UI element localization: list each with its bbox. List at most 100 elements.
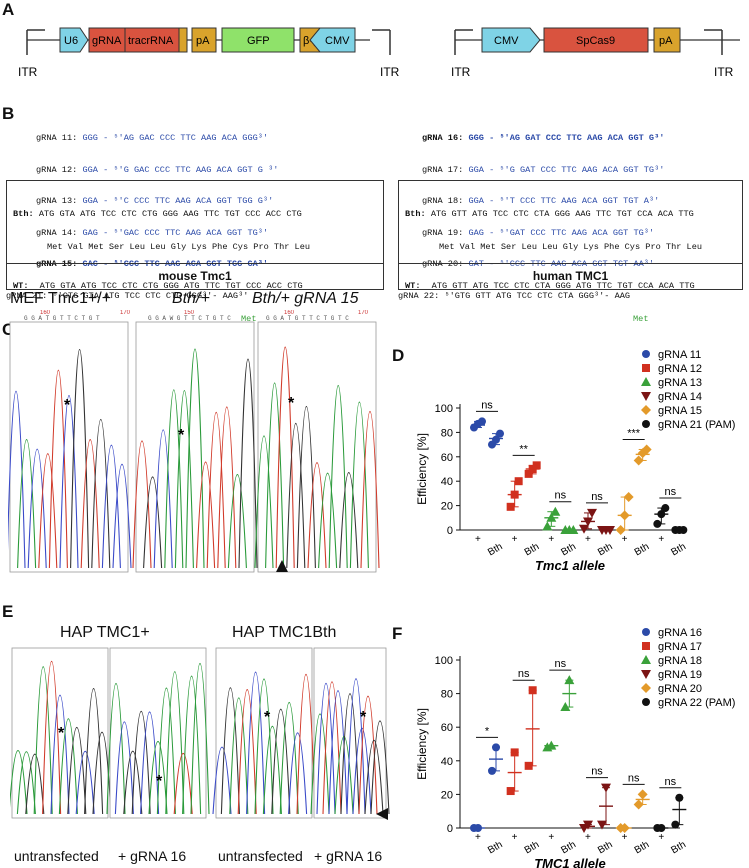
gfp-box [221, 27, 295, 53]
trace-peak [173, 753, 193, 815]
grna-seq: GGG - ⁵'AG GAT CCC TTC AAG ACA GGT G³' [468, 133, 665, 143]
grna-row: gRNA 14: GAG - ⁵'GAC CCC TTC AAG ACA GGT… [36, 228, 278, 239]
data-point [524, 469, 533, 478]
x-tick-label: Bth [486, 541, 505, 558]
y-tick-label: 60 [441, 722, 453, 734]
spacer-box [178, 27, 188, 53]
trace-peak [316, 683, 336, 815]
grna-label: gRNA 11: [36, 133, 78, 143]
wt-aa: Met [633, 314, 649, 324]
significance-label: ** [519, 443, 528, 455]
itr-right-icon [372, 29, 391, 55]
wt-seq: ATG GTT ATG TCC CTC CTA GGG ATG TTC TGT … [431, 281, 695, 291]
data-point [641, 405, 651, 415]
panel-letter-d: D [392, 346, 405, 365]
grna-row: gRNA 21: ⁵'GTG GTA ATG TCC CTC CTG GGG³'… [6, 291, 278, 302]
grna-row: gRNA 20: GAT - ⁵'CCC TTC AAG ACA GGT TGT… [422, 259, 664, 270]
construct-grna-gfp: ITR ITR U6 gRNA tracrRNA pA GFP β-gl int… [18, 27, 400, 79]
trace-peak [33, 666, 53, 815]
trace-peak [328, 385, 348, 569]
bth-seq: ATG GTT ATG TCC CTC CTA GGG AAG TTC TGT … [430, 209, 694, 219]
significance-label: ns [628, 772, 640, 784]
grna-seq: GAT - ⁵'CCC TTC AAG ACA GGT TGT AA³' [468, 259, 655, 269]
panel-d-chart: 0 20 40 60 80 100 Efficiency [%] Tmc1 allele ns +… [415, 349, 735, 573]
panel-letter-f: F [392, 624, 403, 643]
grna-row: gRNA 19: GAG - ⁵'GAT CCC TTC AAG ACA GGT… [422, 228, 664, 239]
grna-row: gRNA 17: GGA - ⁵'G GAT CCC TTC AAG ACA G… [422, 165, 664, 176]
grna-label: gRNA 16: [422, 133, 464, 143]
legend-label: gRNA 22 (PAM) [658, 697, 735, 709]
trace-peak [246, 671, 266, 815]
grna-label: gRNA 22: [398, 290, 440, 301]
trace-peak [339, 472, 359, 569]
panel-c-label-2: Bth/+ [172, 290, 210, 307]
grna-label: gRNA 14: [36, 227, 78, 238]
x-tick-label: Bth [633, 541, 652, 558]
legend-label: gRNA 17 [658, 641, 702, 653]
trace-peak [196, 461, 216, 569]
x-axis-label: TMC1 allele [534, 856, 606, 868]
cmv-label: CMV [325, 35, 350, 47]
cmv-promoter [481, 27, 541, 53]
data-point [623, 492, 634, 503]
trace-peak [114, 721, 134, 815]
trace-peak [123, 750, 143, 815]
data-point [514, 477, 523, 486]
construct-cas9: ITR ITR CMV SpCas9 pA [451, 27, 740, 79]
grna-row: gRNA 15: GAC - ⁵'CCC TTC AAG ACA GGT TGG… [36, 259, 278, 270]
human-grna-list: gRNA 16: GGG - ⁵'AG GAT CCC TTC AAG ACA … [398, 112, 664, 322]
y-tick-label: 40 [441, 756, 453, 768]
trace-peak [271, 708, 291, 815]
x-tick-label: + [512, 832, 518, 843]
grna-seq: GAG - ⁵'GAC CCC TTC AAG ACA GGT TG³' [82, 227, 269, 238]
trace-peak [352, 727, 372, 815]
trace-peak [370, 720, 390, 815]
trace-peak [296, 673, 316, 815]
position-label: 170 [358, 310, 369, 316]
grna-label: gRNA 20: [422, 259, 464, 269]
trace-peak [165, 671, 185, 815]
data-point [642, 350, 650, 358]
grna-box [88, 27, 126, 53]
grna-seq: ⁵'GTG GTA ATG TCC CTC CTG GGG³'- AAG³' [52, 290, 249, 301]
data-point [641, 377, 651, 386]
itr-label: ITR [714, 65, 734, 79]
significance-label: ns [665, 486, 677, 498]
data-point [641, 655, 651, 664]
trace-peak [156, 687, 176, 815]
pa-label: pA [659, 35, 673, 47]
significance-label: ns [555, 658, 567, 670]
seq-header: G G A T G T T C T G T C [266, 315, 349, 322]
x-tick-label: + [475, 534, 481, 545]
gfp-label: GFP [247, 35, 270, 47]
data-point [642, 628, 650, 636]
seq-header: G G A W G T T C T G T C [148, 315, 231, 322]
trace-peak [42, 661, 62, 815]
bth-label: Bth: [13, 209, 34, 219]
trace-peak [185, 348, 205, 569]
itr-label: ITR [18, 65, 38, 79]
panel-e-label-2: HAP TMC1Bth [232, 624, 337, 641]
panel-e-chromatograms: * * * * [10, 647, 390, 820]
trace-peak [220, 687, 240, 815]
asterisk-icon: * [64, 397, 71, 414]
spcas9-box [543, 27, 649, 53]
legend-label: gRNA 20 [658, 683, 702, 695]
grna-row: gRNA 16: GGG - ⁵'AG GAT CCC TTC AAG ACA … [422, 133, 664, 144]
data-point [661, 504, 670, 513]
data-point [564, 675, 575, 685]
data-point [641, 670, 651, 679]
trace-peak [131, 711, 151, 815]
grna-seq: GGA - ⁵'G GAT CCC TTC AAG ACA GGT TG³' [468, 164, 665, 175]
y-tick-label: 100 [435, 655, 453, 667]
asterisk-icon: * [178, 427, 185, 444]
data-point [642, 642, 650, 650]
bth-label: Bth: [405, 209, 426, 219]
legend-label: gRNA 14 [658, 391, 702, 403]
trace-peak [50, 694, 70, 815]
significance-label: ns [481, 399, 493, 411]
pa-box [191, 27, 217, 53]
y-tick-label: 20 [441, 789, 453, 801]
trace-peak [75, 750, 95, 815]
trace-peak [322, 681, 342, 815]
